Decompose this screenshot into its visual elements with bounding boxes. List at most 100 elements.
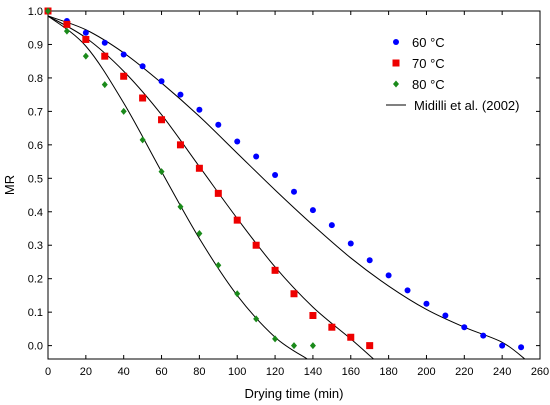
legend-item: 80 °C <box>393 77 445 92</box>
data-point <box>158 78 165 85</box>
legend-swatch-diamond <box>393 80 399 88</box>
y-tick-label: 0.4 <box>28 207 43 219</box>
legend-label: Midilli et al. (2002) <box>414 98 520 113</box>
y-tick-label: 0.5 <box>28 173 43 185</box>
data-point <box>196 106 203 113</box>
data-point <box>309 207 316 214</box>
y-tick-label: 0.8 <box>28 73 43 85</box>
y-tick-label: 0.9 <box>28 39 43 51</box>
data-point <box>139 94 147 102</box>
data-point <box>101 81 108 89</box>
x-tick-label: 0 <box>45 366 51 378</box>
x-tick-label: 40 <box>118 366 130 378</box>
data-point <box>215 121 222 128</box>
data-point <box>234 138 241 145</box>
data-point <box>271 266 279 274</box>
data-point <box>215 261 222 269</box>
series-1-points <box>44 7 374 350</box>
x-tick-label: 240 <box>493 366 511 378</box>
data-point <box>309 312 317 319</box>
data-point <box>82 52 89 60</box>
plot-area <box>47 10 541 360</box>
x-axis-ticks: 0 20 40 60 80 100 120 140 160 180 200 220 240 260 <box>45 11 549 378</box>
data-point <box>158 116 166 124</box>
data-point <box>101 39 108 46</box>
data-point <box>177 203 184 211</box>
y-tick-label: 0.6 <box>28 140 43 152</box>
data-point <box>385 272 392 279</box>
legend-swatch-square <box>392 59 400 67</box>
data-point <box>233 216 241 224</box>
legend-item: 70 °C <box>392 56 445 71</box>
x-tick-label: 140 <box>304 366 322 378</box>
y-tick-label: 0.3 <box>28 240 43 252</box>
y-tick-label: 1.0 <box>28 6 43 18</box>
data-point <box>252 241 260 249</box>
y-tick-label: 0.0 <box>28 341 43 353</box>
legend-item: Midilli et al. (2002) <box>386 98 520 113</box>
data-point <box>461 324 468 331</box>
data-point <box>195 164 203 172</box>
data-point <box>272 335 279 343</box>
data-point <box>518 344 525 351</box>
data-point <box>139 63 146 70</box>
x-tick-label: 220 <box>455 366 473 378</box>
data-point <box>328 323 336 331</box>
y-axis-title: MR <box>2 175 17 195</box>
data-point <box>366 257 373 264</box>
series-2-points <box>45 7 316 350</box>
data-point <box>158 168 165 176</box>
x-tick-label: 100 <box>228 366 246 378</box>
x-tick-label: 20 <box>80 366 92 378</box>
data-point <box>120 51 127 58</box>
data-point <box>196 230 203 238</box>
y-tick-label: 0.1 <box>28 307 43 319</box>
data-point <box>347 333 355 341</box>
data-point <box>328 222 335 229</box>
y-axis-ticks: 0.0 0.1 0.2 0.3 0.4 0.5 0.6 0.7 0.8 0.9 1.0 <box>28 6 540 353</box>
y-tick-label: 0.7 <box>28 106 43 118</box>
x-tick-label: 200 <box>417 366 435 378</box>
legend-label: 60 °C <box>412 35 445 50</box>
x-tick-label: 260 <box>531 366 549 378</box>
x-tick-label: 60 <box>155 366 167 378</box>
data-point <box>423 300 430 307</box>
data-point <box>120 72 128 80</box>
y-tick-label: 0.2 <box>28 274 43 286</box>
data-point <box>253 315 260 323</box>
data-point <box>176 141 184 149</box>
x-tick-label: 160 <box>342 366 360 378</box>
data-point <box>480 332 487 339</box>
data-point <box>63 20 71 28</box>
data-points <box>44 7 525 351</box>
data-point <box>290 290 298 298</box>
data-point <box>366 342 374 350</box>
model-curve-2 <box>48 15 308 359</box>
data-point <box>82 29 89 36</box>
data-point <box>442 312 449 319</box>
model-curve-0 <box>48 15 526 359</box>
x-axis-title: Drying time (min) <box>245 386 344 401</box>
legend-item: 60 °C <box>393 35 445 50</box>
data-point <box>253 153 260 160</box>
legend: 60 °C 70 °C 80 °C Midilli et al. (2002) <box>386 35 520 113</box>
data-point <box>291 188 297 195</box>
data-point <box>45 7 51 15</box>
data-point <box>309 342 316 350</box>
data-point <box>234 290 241 298</box>
data-point <box>120 107 127 115</box>
legend-label: 80 °C <box>412 77 445 92</box>
data-point <box>63 27 70 35</box>
x-tick-label: 120 <box>266 366 284 378</box>
data-point <box>101 52 109 60</box>
data-point <box>214 189 222 197</box>
legend-swatch-circle <box>393 39 399 45</box>
data-point <box>347 240 354 247</box>
data-point <box>499 342 506 349</box>
data-point <box>272 171 279 178</box>
x-tick-label: 180 <box>379 366 397 378</box>
x-tick-label: 80 <box>193 366 205 378</box>
data-point <box>291 342 297 350</box>
data-point <box>82 35 90 43</box>
